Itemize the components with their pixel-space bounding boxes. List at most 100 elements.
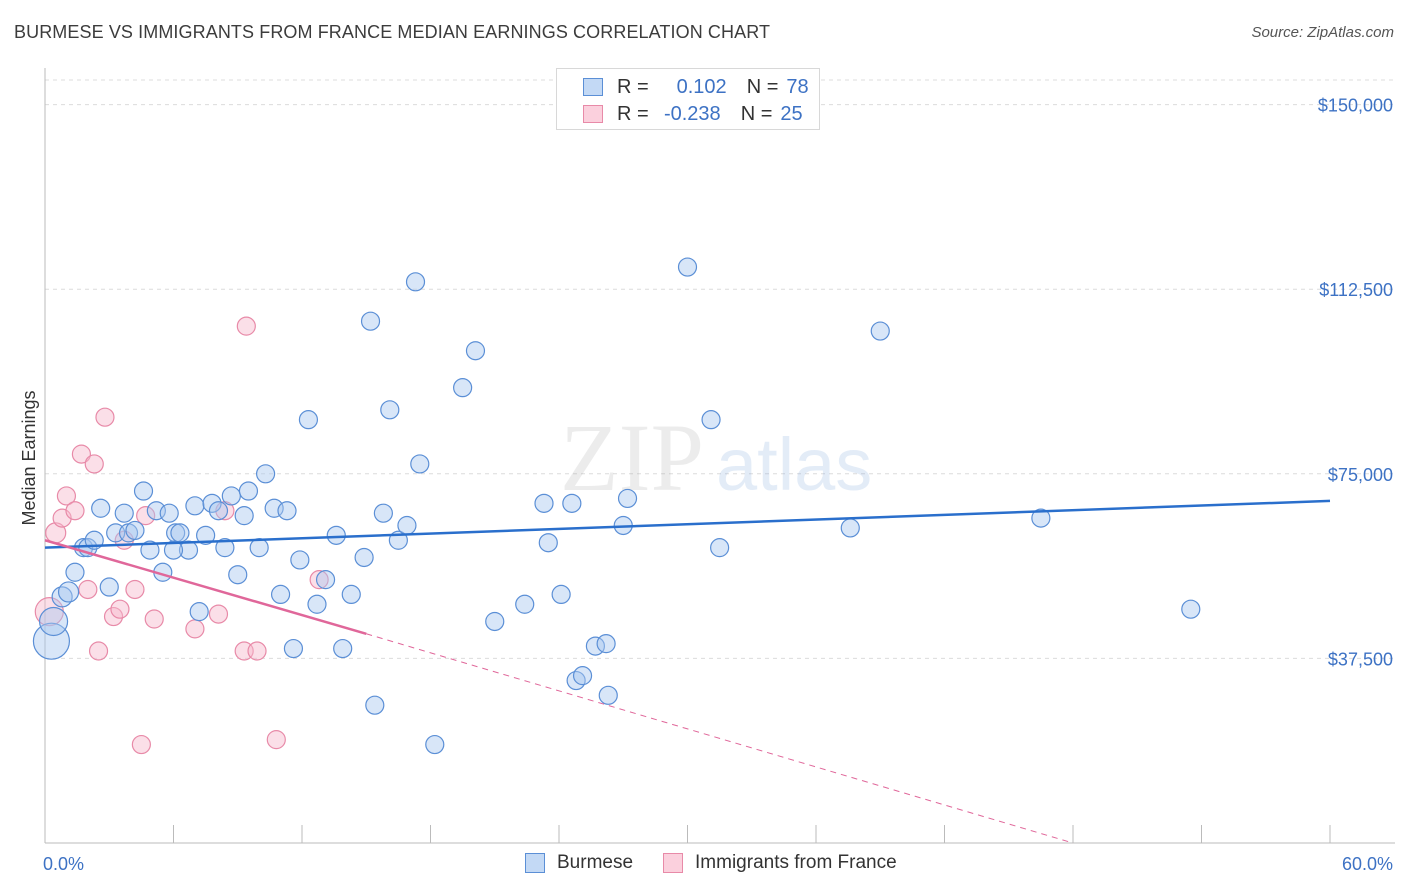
france-point xyxy=(56,486,77,506)
burmese-point xyxy=(125,520,145,541)
burmese-point xyxy=(238,481,259,501)
burmese-point xyxy=(534,493,554,513)
burmese-point xyxy=(65,562,85,582)
y-tick-labels: $37,500 $75,000 $112,500 $150,000 xyxy=(1318,96,1393,670)
burmese-point xyxy=(277,501,297,521)
burmese-point xyxy=(701,410,721,430)
source-label: Source: ZipAtlas.com xyxy=(1251,24,1394,41)
axes xyxy=(44,68,1395,844)
burmese-point xyxy=(140,540,160,560)
burmese-point xyxy=(202,493,222,513)
burmese-point xyxy=(453,378,473,398)
france-point xyxy=(103,606,124,627)
france-point xyxy=(266,730,286,750)
legend-n-label: N = xyxy=(746,75,779,98)
y-tick-label: $37,500 xyxy=(1328,649,1393,669)
burmese-point xyxy=(333,638,353,659)
burmese-point xyxy=(185,496,205,516)
france-point xyxy=(78,579,98,600)
x-tick-label: 60.0% xyxy=(1342,854,1393,874)
france-trend-line xyxy=(44,539,367,635)
burmese-point xyxy=(249,538,269,558)
x-tick-labels: 0.0% 60.0% xyxy=(43,854,1393,874)
france-point xyxy=(71,444,92,464)
legend-n-value: 78 xyxy=(786,75,809,98)
burmese-point xyxy=(221,486,241,506)
chart-title: BURMESE VS IMMIGRANTS FROM FRANCE MEDIAN… xyxy=(14,22,771,42)
burmese-point xyxy=(99,577,119,597)
y-tick-label: $112,500 xyxy=(1319,280,1393,300)
legend-row-burmese: R = 0.102 N = 78 xyxy=(583,75,809,99)
legend-r-label: R = xyxy=(617,75,649,98)
france-point xyxy=(110,599,130,619)
burmese-point xyxy=(538,533,558,553)
legend-item-france[interactable]: Immigrants from France xyxy=(663,852,897,874)
france-point xyxy=(136,506,156,526)
burmese-point xyxy=(270,584,291,605)
burmese-point xyxy=(360,311,381,331)
grid-lines xyxy=(45,79,1395,659)
burmese-point xyxy=(163,540,184,560)
burmese-point xyxy=(307,594,327,614)
burmese-point xyxy=(298,410,319,430)
burmese-point xyxy=(425,734,445,755)
france-point xyxy=(309,570,329,590)
burmese-point xyxy=(255,464,276,484)
burmese-point xyxy=(410,454,430,474)
burmese-point xyxy=(170,523,190,543)
legend-row-france: R = -0.238 N = 25 xyxy=(583,102,803,126)
burmese-point xyxy=(189,602,209,622)
legend-r-value: 0.102 xyxy=(676,75,727,98)
burmese-point xyxy=(315,570,336,590)
y-axis-title: Median Earnings xyxy=(19,390,39,525)
burmese-point xyxy=(228,565,248,585)
burmese-point xyxy=(159,503,179,523)
france-point xyxy=(88,641,109,661)
burmese-point xyxy=(178,540,199,560)
burmese-point xyxy=(196,525,216,545)
france-point xyxy=(185,619,205,639)
legend-item-burmese[interactable]: Burmese xyxy=(525,852,633,874)
burmese-point xyxy=(114,503,134,523)
burmese-point xyxy=(870,321,890,341)
france-point xyxy=(65,501,85,521)
burmese-point xyxy=(710,538,730,558)
burmese-point xyxy=(562,493,582,513)
legend-n-value: 25 xyxy=(780,102,803,125)
burmese-point xyxy=(133,481,154,501)
x-tick-label: 0.0% xyxy=(43,854,84,874)
burmese-point xyxy=(208,501,229,521)
burmese-point xyxy=(566,670,586,691)
burmese-trend-line xyxy=(44,499,1331,549)
burmese-point xyxy=(397,515,417,536)
watermark: ZIP atlas xyxy=(560,404,872,511)
burmese-point xyxy=(283,638,304,659)
burmese-point xyxy=(1031,508,1051,528)
legend-label-burmese: Burmese xyxy=(557,852,634,873)
burmese-point xyxy=(326,525,346,545)
burmese-point xyxy=(551,584,571,605)
burmese-swatch xyxy=(525,853,545,873)
burmese-point xyxy=(1181,599,1201,619)
burmese-point xyxy=(380,400,400,420)
burmese-point xyxy=(373,503,393,523)
y-tick-label: $75,000 xyxy=(1328,465,1393,485)
france-swatch xyxy=(583,105,603,123)
burmese-point xyxy=(677,257,698,277)
france-swatch xyxy=(663,853,684,873)
france-point xyxy=(236,316,256,336)
burmese-point xyxy=(405,272,426,292)
burmese-point xyxy=(485,611,505,632)
burmese-point xyxy=(596,634,616,654)
burmese-point xyxy=(365,695,385,715)
burmese-point xyxy=(215,538,235,558)
trend-lines xyxy=(44,499,1331,844)
burmese-point xyxy=(617,488,638,509)
burmese-point xyxy=(290,550,310,570)
burmese-point xyxy=(840,518,860,538)
burmese-point xyxy=(598,685,618,705)
france-point xyxy=(247,641,267,661)
legend-label-france: Immigrants from France xyxy=(695,852,897,873)
france-point xyxy=(95,407,115,427)
